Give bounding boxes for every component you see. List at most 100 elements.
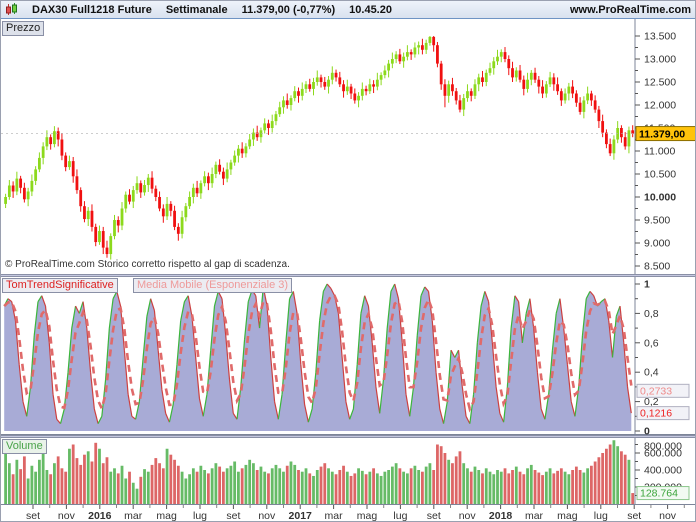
candle-body (191, 187, 195, 197)
panel-separator[interactable] (1, 274, 695, 277)
tomtrend-line (322, 283, 328, 292)
tab-prezzo[interactable]: Prezzo (2, 21, 45, 36)
time-axis-label: lug (393, 510, 407, 522)
volume-bar (334, 474, 338, 504)
tomtrend-line (191, 316, 197, 358)
volume-bar (492, 474, 496, 504)
candle-body (221, 171, 225, 179)
candle-body (556, 84, 559, 92)
candle-body (620, 128, 623, 138)
tab-media-mobile[interactable]: Media Mobile (Esponenziale 3) (133, 278, 293, 293)
tomtrend-line (48, 342, 54, 395)
volume-bar (289, 461, 293, 504)
tab-tomtrendsignificative[interactable]: TomTrendSignificative (2, 278, 118, 293)
candle-body (466, 91, 469, 99)
candle-body (240, 148, 244, 154)
volume-bar (627, 459, 631, 504)
time-axis-label: mar (525, 510, 544, 522)
candle-body (492, 61, 496, 69)
volume-bar (458, 451, 462, 504)
candle-body (552, 77, 556, 85)
volume-bar (41, 452, 45, 504)
candle-body (402, 56, 406, 62)
volume-bar (432, 470, 436, 504)
candle-body (158, 197, 161, 209)
tab-volume[interactable]: Volume (2, 439, 47, 454)
tomtrend-line (330, 288, 336, 297)
volume-bar (567, 474, 571, 504)
time-axis-background (1, 505, 695, 521)
volume-bar (105, 457, 109, 504)
candle-body (270, 121, 274, 128)
tomtrend-line (157, 350, 163, 390)
panel-separator[interactable] (1, 435, 695, 438)
volume-bar (282, 471, 285, 504)
volume-bar (11, 474, 15, 504)
volume-bar (304, 468, 308, 504)
candle-body (83, 206, 86, 220)
candle-body (252, 132, 255, 140)
volume-bar (529, 464, 533, 504)
media-mobile-line (3, 294, 633, 413)
tomtrend-line (59, 408, 65, 424)
candle-body (451, 84, 454, 92)
candle-body (605, 132, 608, 145)
candle-body (278, 107, 282, 115)
volume-bar (150, 464, 154, 504)
volume-bar (589, 465, 593, 504)
candle-body (233, 155, 237, 163)
prorealtime-site-link[interactable]: www.ProRealTime.com (569, 3, 691, 16)
panel-background (1, 19, 695, 275)
tomtrend-line (514, 295, 520, 302)
volume-bar (255, 470, 259, 504)
timeframe-label[interactable]: Settimanale (165, 3, 228, 16)
tomtrend-line (382, 328, 388, 380)
symbol-name[interactable]: DAX30 Full1218 Future (32, 3, 152, 16)
candle-body (409, 52, 413, 55)
volume-bar (116, 473, 120, 504)
volume-bar (481, 473, 484, 504)
candle-body (507, 59, 511, 69)
candle-body (319, 77, 323, 82)
volume-bar (379, 475, 383, 504)
axis-label: 9.500 (644, 215, 670, 227)
candle-body (143, 185, 146, 193)
candle-body (432, 36, 436, 46)
volume-bar (297, 470, 300, 504)
time-axis[interactable]: set nov 2016 mar mag lug set nov 2017 mar mag lug se… (1, 505, 696, 522)
candle-body (586, 93, 590, 101)
volume-bar (394, 463, 398, 504)
price-chart[interactable]: 13.50013.00012.50012.00011.50011.00010.5… (1, 19, 696, 275)
candle-body (60, 139, 64, 156)
copyright-note: © ProRealTime.com Storico corretto rispe… (5, 259, 290, 270)
candle-body (589, 93, 593, 101)
volume-bar (64, 471, 68, 504)
axis-label: 10.500 (644, 169, 676, 181)
tomtrend-line (499, 413, 505, 423)
candle-body (173, 210, 176, 227)
volume-bar (428, 463, 432, 504)
tomtrend-area (4, 284, 632, 431)
tomtrend-line (292, 291, 298, 314)
volume-bar (608, 444, 612, 504)
tomtrend-line (431, 320, 437, 373)
tomtrend-line (146, 298, 152, 317)
volume-bar (206, 473, 210, 504)
volume-bar (191, 468, 195, 504)
volume-bar (176, 465, 180, 504)
volume-bar (537, 472, 541, 504)
volume-bar (409, 468, 413, 504)
volume-bar (601, 453, 605, 504)
tomtrend-line (337, 313, 343, 358)
indicator-chart[interactable]: 1 0,8 0,6 0,4 0,2 0 0,2733 0,1216 (1, 277, 696, 435)
tomtrend-line (521, 313, 527, 343)
tomtrend-line (345, 401, 351, 420)
candle-body (514, 70, 518, 78)
tomtrend-line (450, 349, 456, 358)
candle-body (563, 93, 567, 101)
volume-bar (499, 471, 503, 504)
candle-body (357, 95, 360, 101)
tomtrend-line (123, 350, 129, 395)
volume-bar (353, 473, 357, 504)
